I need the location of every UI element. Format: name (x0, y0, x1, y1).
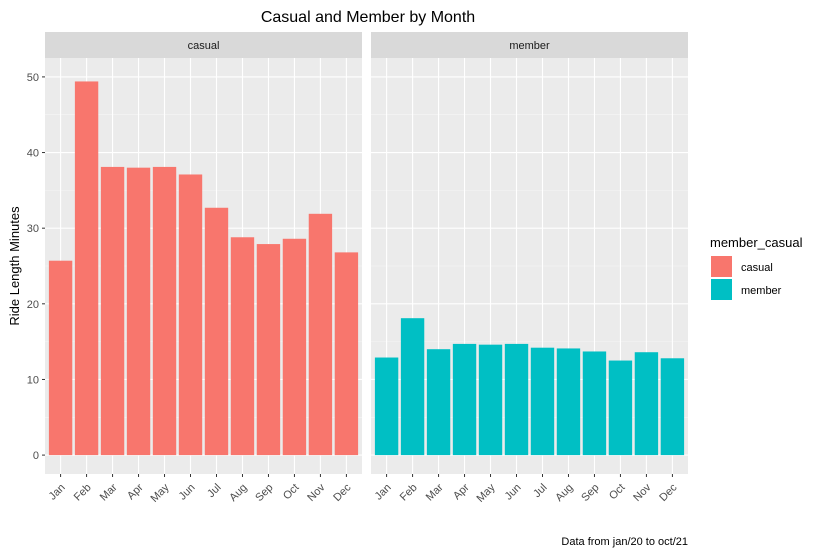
y-tick-label: 10 (27, 374, 39, 386)
x-tick-label: Jun (177, 482, 198, 503)
bar-casual-oct (282, 238, 307, 456)
x-tick-label: Apr (451, 481, 472, 502)
x-tick-label: Nov (305, 481, 328, 504)
legend-label-member: member (741, 285, 782, 297)
x-tick-label: Nov (631, 481, 654, 504)
bar-casual-apr (126, 167, 151, 456)
bar-member-jan (374, 357, 399, 456)
x-tick-label: Aug (553, 482, 575, 504)
y-tick-label: 40 (27, 148, 39, 160)
chart-caption: Data from jan/20 to oct/21 (561, 536, 688, 548)
bar-member-feb (400, 318, 425, 456)
y-tick-label: 30 (27, 223, 39, 235)
facet-label: member (509, 40, 550, 52)
x-tick-label: Sep (253, 482, 275, 504)
bar-casual-feb (74, 81, 99, 456)
bar-member-aug (556, 348, 581, 456)
bar-member-dec (660, 358, 685, 456)
bar-casual-jul (204, 207, 229, 456)
facet-label: casual (188, 40, 220, 52)
bar-member-nov (634, 352, 659, 456)
bar-casual-jan (48, 260, 73, 456)
x-tick-label: Oct (607, 482, 628, 503)
chart-title: Casual and Member by Month (261, 9, 475, 26)
y-tick-label: 50 (27, 72, 39, 84)
bar-casual-jun (178, 174, 203, 456)
x-tick-label: Jan (373, 482, 394, 503)
x-tick-label: Jul (205, 482, 223, 500)
bar-casual-aug (230, 237, 255, 456)
x-tick-label: Aug (227, 482, 249, 504)
y-axis-label: Ride Length Minutes (7, 206, 22, 326)
y-tick-label: 0 (33, 450, 39, 462)
bar-casual-may (152, 166, 177, 456)
legend-key-member (711, 279, 732, 300)
x-tick-label: Feb (72, 482, 94, 504)
x-tick-label: Jul (531, 482, 549, 500)
x-tick-label: Jan (47, 482, 68, 503)
legend: member_casual casual member (710, 235, 803, 300)
x-tick-label: Jun (503, 482, 524, 503)
bar-member-jul (530, 347, 555, 456)
x-tick-label: Oct (281, 482, 302, 503)
bar-member-sep (582, 351, 607, 456)
x-tick-label: Sep (579, 482, 601, 504)
legend-key-casual (711, 256, 732, 277)
bar-casual-sep (256, 244, 281, 456)
legend-title: member_casual (710, 235, 803, 250)
panel-member: member Jan Feb Mar Apr May Jun Jul Aug Sep Oct Nov D… (371, 32, 688, 505)
bar-casual-dec (334, 252, 359, 456)
bar-member-apr (452, 343, 477, 456)
x-tick-label: Apr (125, 481, 146, 502)
x-tick-label: May (474, 481, 498, 505)
bar-casual-nov (308, 213, 333, 456)
bar-member-mar (426, 349, 451, 456)
x-tick-label: May (148, 481, 172, 505)
panel-casual: casual 0 10 20 30 40 50 Jan Feb Mar Apr May Jun Jul Au… (27, 32, 362, 505)
x-tick-label: Mar (98, 481, 120, 503)
bar-casual-mar (100, 166, 125, 456)
legend-label-casual: casual (741, 262, 773, 274)
x-tick-label: Dec (331, 481, 354, 504)
bar-member-oct (608, 360, 633, 456)
y-tick-label: 20 (27, 299, 39, 311)
x-tick-label: Mar (424, 481, 446, 503)
bar-member-jun (504, 343, 529, 456)
x-tick-label: Feb (398, 482, 420, 504)
bar-member-may (478, 344, 503, 456)
facet-strip (45, 32, 362, 58)
x-tick-label: Dec (657, 481, 680, 504)
facet-strip (371, 32, 688, 58)
